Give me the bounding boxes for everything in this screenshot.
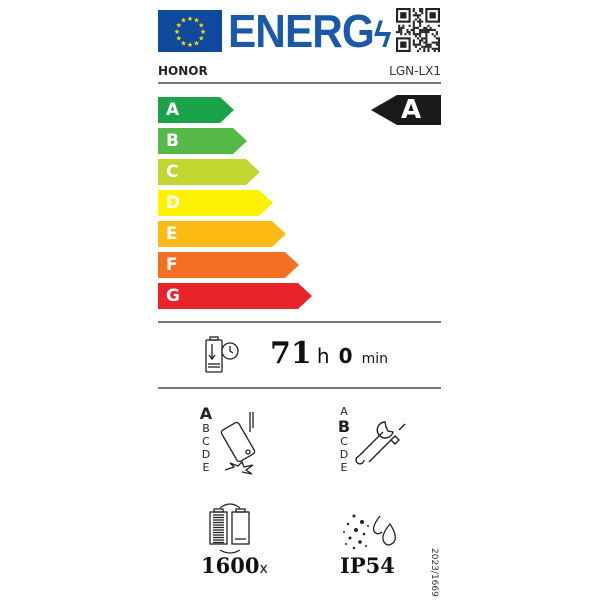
battery-cycles-icon [209, 503, 250, 554]
svg-text:★: ★ [180, 17, 186, 25]
energy-class-bar-d: D [158, 190, 273, 216]
scale-letter: E [340, 461, 348, 474]
svg-text:★: ★ [198, 35, 204, 43]
scale-letter: E [202, 461, 210, 474]
svg-text:★: ★ [200, 28, 206, 36]
energy-class-label: F [166, 255, 178, 275]
energy-class-bar-g: G [158, 283, 312, 309]
svg-text:★: ★ [193, 39, 199, 47]
energy-class-bar-a: A [158, 97, 234, 123]
svg-text:★: ★ [198, 22, 204, 30]
qr-code-icon[interactable] [396, 8, 440, 52]
bar-shape [158, 283, 312, 309]
energy-class-label: A [166, 100, 180, 120]
energy-class-bar-c: C [158, 159, 260, 185]
energy-class-label: E [166, 224, 178, 244]
svg-text:★: ★ [180, 39, 186, 47]
divider [158, 82, 441, 84]
energy-class-label: C [166, 162, 179, 182]
bar-shape [158, 190, 273, 216]
hours-value: 71 [270, 336, 312, 371]
eu-flag-icon: ★ ★ ★ ★ ★ ★ ★ ★ ★ ★ ★ ★ [158, 10, 222, 52]
energy-class-label: G [166, 286, 180, 306]
svg-text:★: ★ [187, 15, 193, 23]
model-number: LGN-LX1 [389, 64, 441, 78]
scale-letter: D [201, 448, 211, 461]
bar-shape [158, 252, 299, 278]
minutes-value: 0 [338, 344, 353, 368]
energy-logo: ENERGϟ [228, 4, 391, 58]
svg-text:★: ★ [187, 41, 193, 49]
cycles-unit: x [259, 561, 268, 577]
svg-text:★: ★ [193, 17, 199, 25]
svg-text:★: ★ [174, 28, 180, 36]
scale-letter: B [337, 417, 351, 436]
svg-text:★: ★ [176, 22, 182, 30]
minutes-unit: min [361, 351, 389, 367]
logo-text: ENERG [228, 5, 375, 57]
lightning-icon: ϟ [373, 14, 392, 55]
bar-shape [158, 128, 247, 154]
scale-letter: A [340, 405, 348, 418]
bar-shape [158, 221, 286, 247]
scale-letter: A [199, 404, 213, 423]
divider [158, 321, 441, 323]
repair-tools-icon [355, 421, 406, 465]
drop-phone-icon [220, 412, 256, 475]
bar-shape [158, 97, 234, 123]
scale-letter: C [340, 435, 348, 448]
energy-class-bar-f: F [158, 252, 299, 278]
energy-class-bar-b: B [158, 128, 247, 154]
ingress-protection: IP54 [340, 553, 395, 578]
battery-endurance: 71 h 0 min [270, 336, 388, 371]
dust-water-icon [343, 514, 396, 550]
regulation-number: 2023/1669 [429, 548, 439, 597]
hours-unit: h [316, 344, 330, 368]
battery-endurance-icon [205, 336, 239, 373]
bar-shape [158, 159, 260, 185]
energy-class-bar-e: E [158, 221, 286, 247]
scale-letter: D [339, 448, 349, 461]
rating-arrow: A [371, 95, 441, 125]
energy-class-label: D [166, 193, 181, 213]
scale-letter: C [202, 435, 210, 448]
energy-class-label: B [166, 131, 179, 151]
rating-class: A [401, 95, 422, 125]
brand-name: HONOR [158, 64, 208, 78]
divider [158, 387, 441, 389]
cycles-value: 1600 [201, 553, 260, 578]
battery-cycles: 1600x [201, 553, 268, 578]
svg-text:★: ★ [176, 35, 182, 43]
scale-letter: B [202, 422, 210, 435]
